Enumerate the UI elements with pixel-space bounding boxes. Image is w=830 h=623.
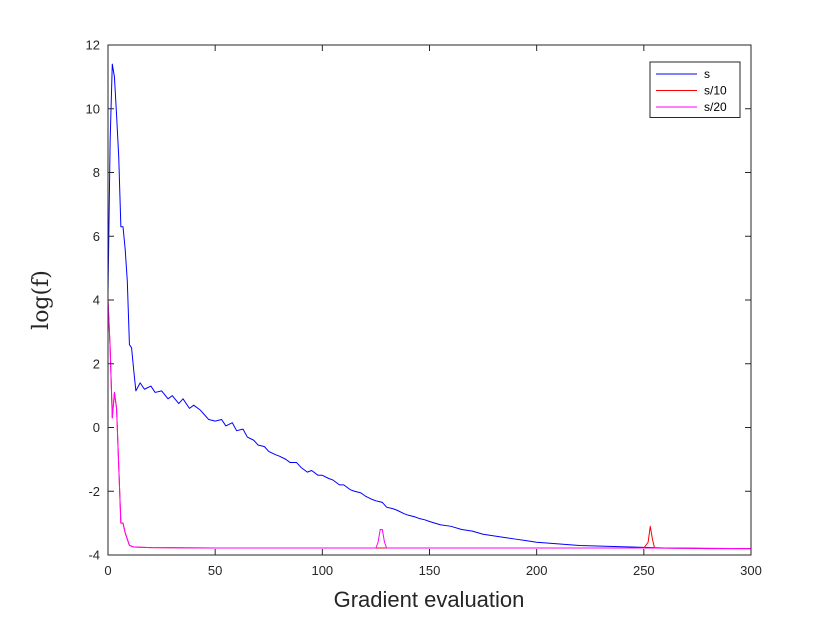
- axes-layer: 0 50 100 150 200 250 300 -4 -2 0 2 4 6 8 10 12: [86, 38, 762, 579]
- plot-area: [108, 45, 751, 555]
- y-tick-label: 10: [86, 101, 100, 116]
- x-tick-label: 50: [208, 563, 222, 578]
- legend-label: s/20: [704, 100, 727, 114]
- plot-background: [108, 45, 751, 555]
- y-tick-label: 12: [86, 38, 100, 53]
- y-tick-label: 0: [93, 420, 100, 435]
- y-axis-label: log(f): [29, 270, 54, 330]
- y-tick-label: -4: [88, 548, 100, 563]
- series-layer: [107, 63, 752, 550]
- series-line-1: [107, 63, 751, 550]
- y-tick-label: -2: [88, 484, 100, 499]
- x-tick-label: 200: [526, 563, 548, 578]
- legend-box: [649, 61, 741, 118]
- x-axis-label: Gradient evaluation: [334, 587, 525, 612]
- legend-label: s/10: [704, 84, 727, 98]
- legend-label: s: [704, 67, 710, 81]
- y-tick-label: 4: [93, 293, 100, 308]
- x-tick-label: 250: [633, 563, 655, 578]
- y-tick-label: 6: [93, 229, 100, 244]
- y-tick-label: 8: [93, 165, 100, 180]
- series-line-3: [107, 299, 752, 550]
- y-tick-label: 2: [93, 356, 100, 371]
- x-tick-label: 0: [104, 563, 111, 578]
- x-tick-label: 300: [740, 563, 762, 578]
- x-tick-label: 150: [419, 563, 441, 578]
- legend: s s/10 s/20: [649, 61, 741, 118]
- x-tick-label: 100: [311, 563, 333, 578]
